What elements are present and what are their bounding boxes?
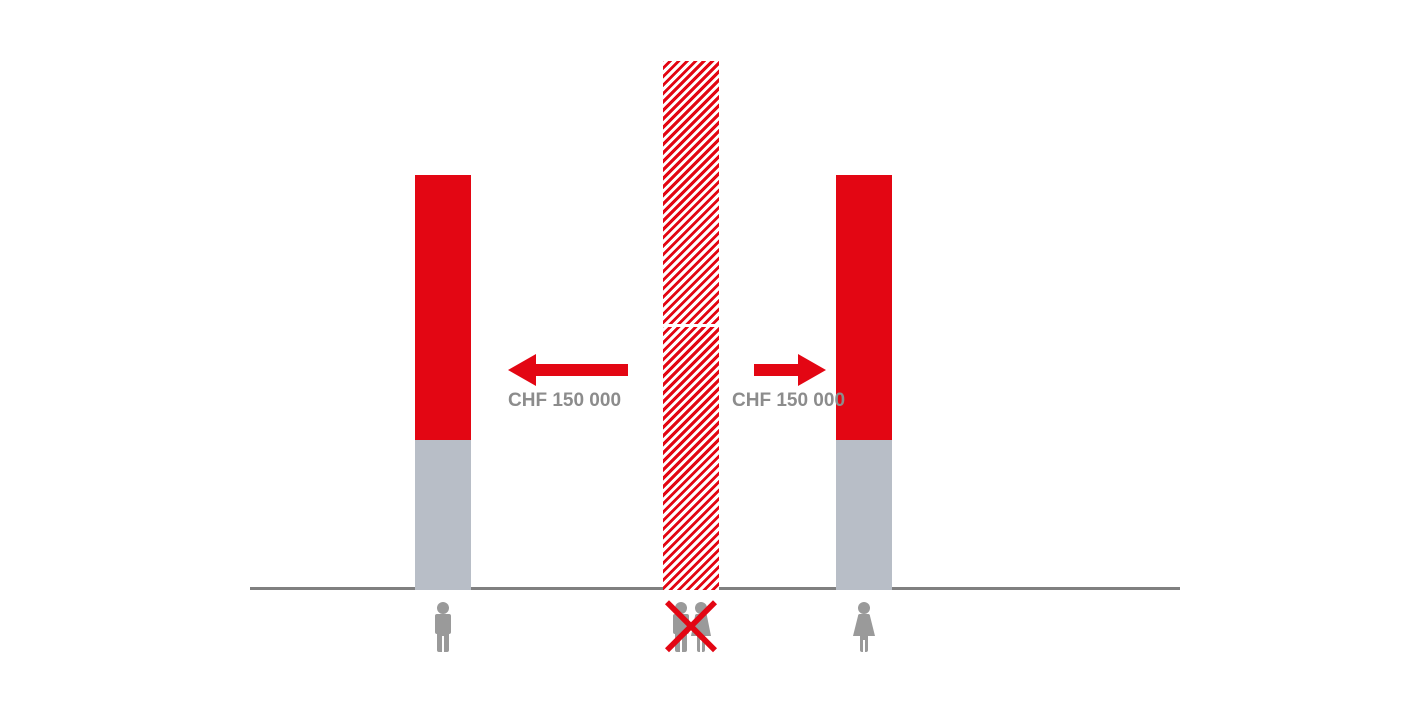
male-icon	[431, 602, 455, 652]
bar-left-segment-top	[415, 175, 471, 440]
arrow-right: CHF 150 000	[754, 350, 826, 395]
arrow-left-icon	[508, 350, 628, 390]
bar-right	[836, 175, 892, 590]
person-icon-right	[834, 596, 894, 652]
bar-left	[415, 175, 471, 590]
bar-center-segment-top	[663, 61, 719, 324]
arrow-left-label: CHF 150 000	[508, 390, 621, 412]
arrow-right-label: CHF 150 000	[732, 390, 845, 412]
diagram-container: CHF 150 000 CHF 150 000	[250, 0, 1180, 710]
bar-center-segment-bottom	[663, 327, 719, 590]
bar-center	[663, 61, 719, 590]
bar-left-segment-bottom	[415, 440, 471, 590]
bar-center-divider	[663, 324, 719, 327]
arrow-left: CHF 150 000	[508, 350, 628, 395]
female-icon	[851, 602, 877, 652]
bar-right-segment-bottom	[836, 440, 892, 590]
person-icon-center	[661, 596, 721, 652]
person-icon-left	[413, 596, 473, 652]
arrow-right-icon	[754, 350, 826, 390]
cross-icon	[663, 598, 719, 654]
